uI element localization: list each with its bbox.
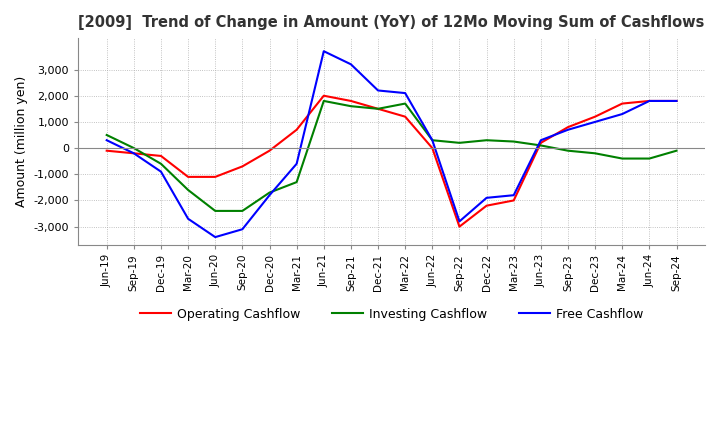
Y-axis label: Amount (million yen): Amount (million yen): [15, 76, 28, 207]
Operating Cashflow: [320, 93, 328, 99]
Title: [2009]  Trend of Change in Amount (YoY) of 12Mo Moving Sum of Cashflows: [2009] Trend of Change in Amount (YoY) o…: [78, 15, 705, 30]
Free Cashflow: [455, 219, 464, 224]
Operating Cashflow: [618, 101, 626, 106]
Investing Cashflow: [482, 138, 491, 143]
Free Cashflow: [238, 227, 247, 232]
Free Cashflow: [102, 138, 111, 143]
Investing Cashflow: [509, 139, 518, 144]
Free Cashflow: [374, 88, 382, 93]
Free Cashflow: [346, 62, 355, 67]
Investing Cashflow: [564, 148, 572, 153]
Investing Cashflow: [184, 187, 192, 193]
Operating Cashflow: [265, 148, 274, 153]
Operating Cashflow: [238, 164, 247, 169]
Investing Cashflow: [672, 148, 681, 153]
Investing Cashflow: [455, 140, 464, 146]
Legend: Operating Cashflow, Investing Cashflow, Free Cashflow: Operating Cashflow, Investing Cashflow, …: [135, 303, 649, 326]
Operating Cashflow: [455, 224, 464, 229]
Investing Cashflow: [320, 98, 328, 103]
Operating Cashflow: [672, 98, 681, 103]
Free Cashflow: [157, 169, 166, 174]
Operating Cashflow: [591, 114, 600, 119]
Free Cashflow: [509, 193, 518, 198]
Line: Investing Cashflow: Investing Cashflow: [107, 101, 677, 211]
Free Cashflow: [618, 111, 626, 117]
Operating Cashflow: [482, 203, 491, 208]
Free Cashflow: [184, 216, 192, 221]
Operating Cashflow: [211, 174, 220, 180]
Free Cashflow: [645, 98, 654, 103]
Operating Cashflow: [374, 106, 382, 111]
Free Cashflow: [211, 235, 220, 240]
Investing Cashflow: [428, 138, 436, 143]
Investing Cashflow: [374, 106, 382, 111]
Investing Cashflow: [591, 150, 600, 156]
Investing Cashflow: [645, 156, 654, 161]
Operating Cashflow: [184, 174, 192, 180]
Investing Cashflow: [346, 103, 355, 109]
Line: Free Cashflow: Free Cashflow: [107, 51, 677, 237]
Free Cashflow: [672, 98, 681, 103]
Free Cashflow: [130, 150, 138, 156]
Free Cashflow: [292, 161, 301, 166]
Investing Cashflow: [130, 146, 138, 151]
Operating Cashflow: [645, 98, 654, 103]
Free Cashflow: [428, 138, 436, 143]
Investing Cashflow: [536, 143, 545, 148]
Free Cashflow: [536, 138, 545, 143]
Operating Cashflow: [102, 148, 111, 153]
Investing Cashflow: [102, 132, 111, 138]
Operating Cashflow: [346, 98, 355, 103]
Operating Cashflow: [428, 146, 436, 151]
Operating Cashflow: [157, 153, 166, 158]
Operating Cashflow: [130, 150, 138, 156]
Free Cashflow: [401, 91, 410, 96]
Operating Cashflow: [401, 114, 410, 119]
Operating Cashflow: [564, 125, 572, 130]
Investing Cashflow: [238, 208, 247, 213]
Free Cashflow: [564, 127, 572, 132]
Investing Cashflow: [401, 101, 410, 106]
Free Cashflow: [265, 193, 274, 198]
Line: Operating Cashflow: Operating Cashflow: [107, 96, 677, 227]
Investing Cashflow: [265, 190, 274, 195]
Operating Cashflow: [536, 140, 545, 146]
Investing Cashflow: [157, 161, 166, 166]
Investing Cashflow: [211, 208, 220, 213]
Operating Cashflow: [509, 198, 518, 203]
Free Cashflow: [482, 195, 491, 201]
Free Cashflow: [320, 48, 328, 54]
Investing Cashflow: [292, 180, 301, 185]
Operating Cashflow: [292, 127, 301, 132]
Free Cashflow: [591, 119, 600, 125]
Investing Cashflow: [618, 156, 626, 161]
